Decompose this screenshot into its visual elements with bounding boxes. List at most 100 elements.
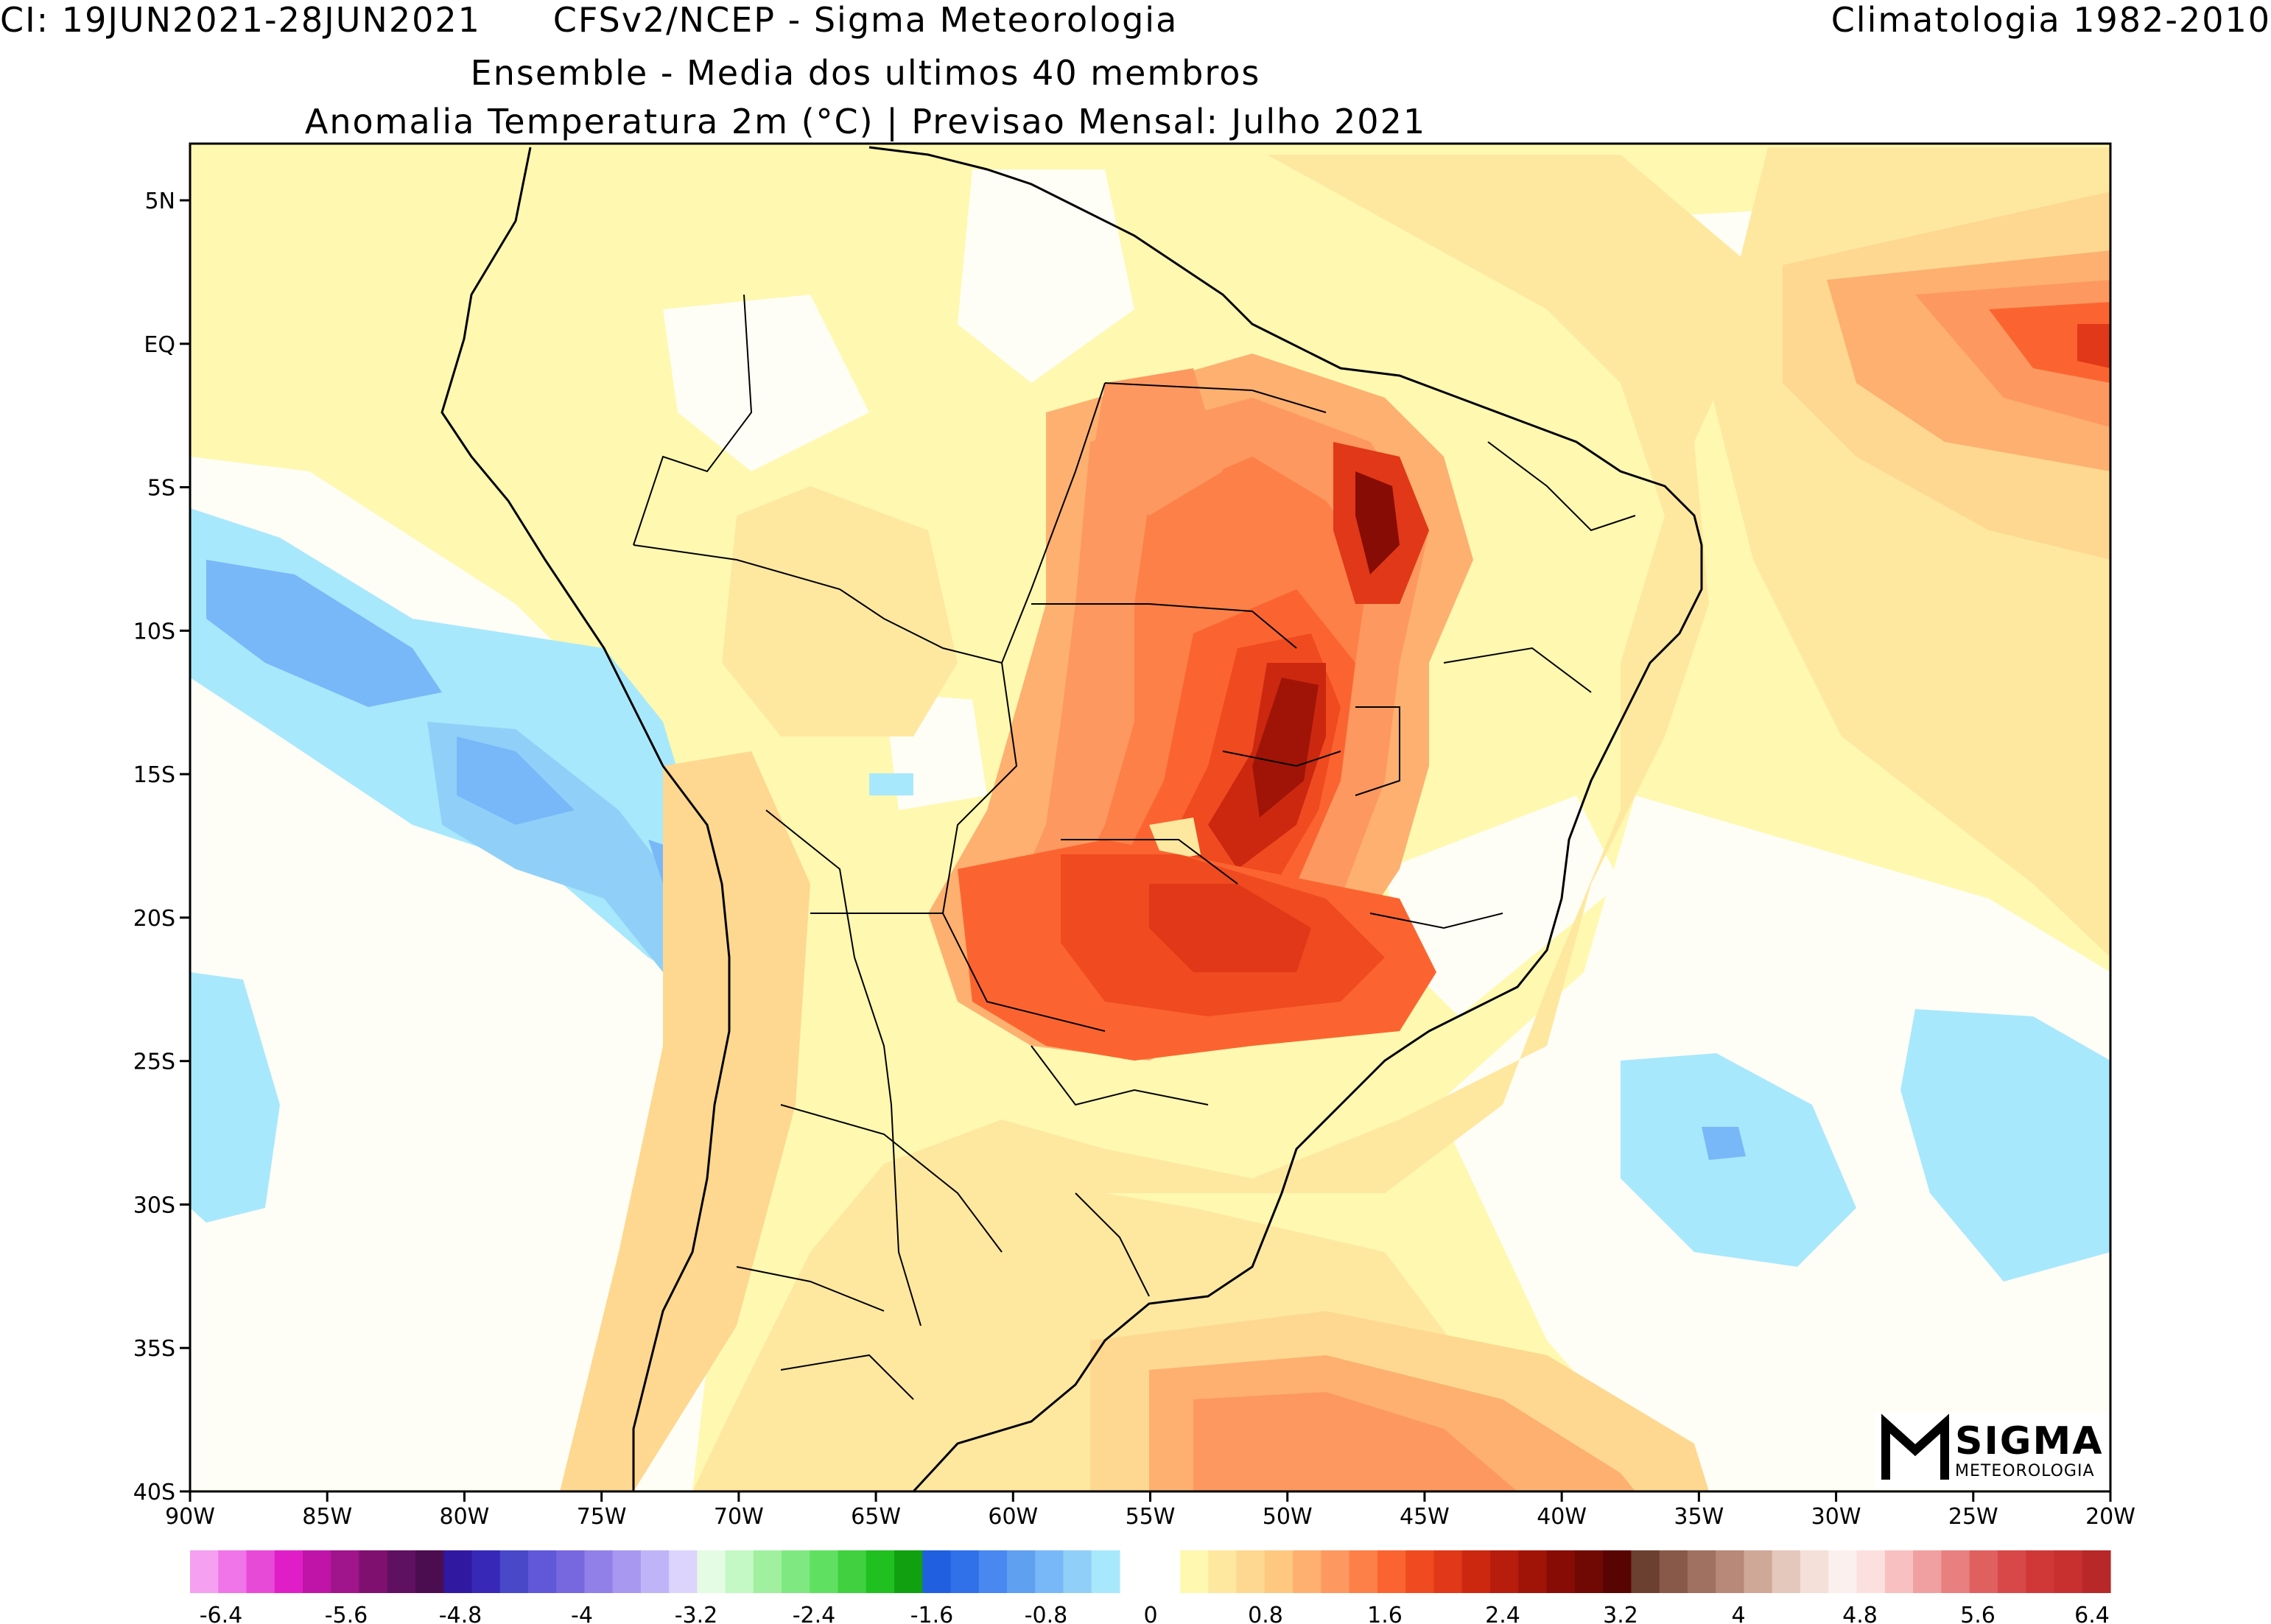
colorbar-label: 2.4 [1485,1603,1520,1624]
colorbar-label: 0 [1143,1603,1157,1624]
lat-tick-label: 5S [147,476,175,502]
lon-tick-label: 55W [1126,1504,1176,1530]
colorbar-swatch [1180,1550,1209,1593]
colorbar-swatch [1377,1550,1406,1593]
colorbar-swatch [1716,1550,1745,1593]
lon-tick-label: 90W [165,1504,215,1530]
colorbar-swatch [1405,1550,1435,1593]
colorbar-swatch [1546,1550,1576,1593]
lon-tick-label: 40W [1537,1504,1587,1530]
colorbar-swatch [669,1550,698,1593]
lon-tick-label: 35W [1674,1504,1724,1530]
period-label: CI: 19JUN2021-28JUN2021 [0,0,481,40]
colorbar-swatch [527,1550,557,1593]
sigma-logo-mark [1881,1413,1949,1480]
longitude-axis: 90W 85W 80W 75W 70W 65W 60W 55W 50W 45W 40W 35W 30W 2… [165,1491,2135,1530]
lat-tick-label: 30S [133,1192,175,1218]
colorbar-swatch [1856,1550,1886,1593]
colorbar-swatch [1063,1550,1092,1593]
lat-tick-label: 40S [133,1480,175,1505]
colorbar-swatch [443,1550,473,1593]
colorbar-label: 6.4 [2074,1603,2110,1624]
lon-tick-label: 30W [1811,1504,1861,1530]
colorbar-swatch [838,1550,867,1593]
ensemble-subtitle: Ensemble - Media dos ultimos 40 membros [470,53,1261,93]
colorbar-swatch [1349,1550,1378,1593]
coastline [440,146,1703,1491]
colorbar-label: -5.6 [325,1603,368,1624]
lat-tick-label: 5N [144,189,175,214]
lon-tick-label: 75W [577,1504,627,1530]
latitude-axis: 5N EQ 5S 10S 15S 20S 25S 30S 35S 40S [133,189,190,1505]
colorbar-label: -3.2 [675,1603,718,1624]
colorbar-swatch [1264,1550,1294,1593]
colorbar-swatch [1631,1550,1660,1593]
colorbar-swatch [1490,1550,1519,1593]
colorbar-label: 4 [1731,1603,1745,1624]
colorbar-swatch [1772,1550,1801,1593]
variable-subtitle: Anomalia Temperatura 2m (°C) | Previsao … [304,102,1427,141]
colorbar-swatch [697,1550,726,1593]
lat-tick-label: EQ [144,332,175,358]
lat-tick-label: 20S [133,906,175,932]
colorbar-swatch [1321,1550,1350,1593]
borders [633,294,1636,1400]
colorbar-swatch [612,1550,642,1593]
colorbar-label: 5.6 [1960,1603,1996,1624]
lon-tick-label: 25W [1948,1504,1998,1530]
colorbar-swatch [1800,1550,1829,1593]
colorbar-swatch [1433,1550,1463,1593]
lon-tick-label: 45W [1400,1504,1450,1530]
colorbar-swatch [1997,1550,2026,1593]
colorbar-swatch [1659,1550,1688,1593]
colorbar-swatch [922,1550,952,1593]
colorbar-swatch [866,1550,895,1593]
colorbar-swatch [556,1550,585,1593]
lat-tick-label: 25S [133,1050,175,1075]
lon-tick-label: 20W [2085,1504,2135,1530]
lon-tick-label: 50W [1263,1504,1313,1530]
colorbar-swatch [1884,1550,1914,1593]
model-title: CFSv2/NCEP - Sigma Meteorologia [552,0,1179,40]
colorbar-swatch [1828,1550,1858,1593]
colorbar-swatch [415,1550,444,1593]
colorbar-swatch [978,1550,1008,1593]
colorbar-swatch [2054,1550,2083,1593]
colorbar-swatch [810,1550,839,1593]
colorbar-swatch [725,1550,754,1593]
colorbar-swatch [1236,1550,1266,1593]
colorbar-swatch [190,1550,219,1593]
colorbar-label: 4.8 [1842,1603,1878,1624]
colorbar-swatch [2082,1550,2111,1593]
colorbar-label: 0.8 [1248,1603,1283,1624]
colorbar-swatch [246,1550,275,1593]
colorbar-swatch [499,1550,529,1593]
colorbar-swatch [1293,1550,1321,1593]
colorbar-swatch [1744,1550,1773,1593]
colorbar-swatch [1603,1550,1632,1593]
anomaly-field [190,144,2110,1491]
colorbar-swatch [1007,1550,1036,1593]
colorbar-swatch [1913,1550,1942,1593]
colorbar-swatch [950,1550,980,1593]
colorbar-swatch [782,1550,810,1593]
colorbar-swatch [2026,1550,2055,1593]
lon-tick-label: 70W [714,1504,764,1530]
climatology-label: Climatologia 1982-2010 [1831,0,2271,40]
colorbar-swatch [331,1550,360,1593]
colorbar-swatch [1969,1550,1998,1593]
lon-tick-label: 65W [851,1504,901,1530]
colorbar-swatch [1574,1550,1604,1593]
colorbar-swatch [640,1550,670,1593]
colorbar-swatch [1035,1550,1064,1593]
sigma-logo: SIGMA METEOROLOGIA [1875,1413,2108,1489]
colorbar-label: -4.8 [439,1603,482,1624]
colorbar-label: -4 [571,1603,593,1624]
lat-tick-label: 35S [133,1336,175,1362]
colorbar-swatch [1461,1550,1491,1593]
colorbar-swatch [359,1550,388,1593]
colorbar-swatch [1941,1550,1970,1593]
colorbar-swatch [1208,1550,1238,1593]
colorbar-swatch [753,1550,782,1593]
logo-name: SIGMA [1955,1419,2104,1463]
